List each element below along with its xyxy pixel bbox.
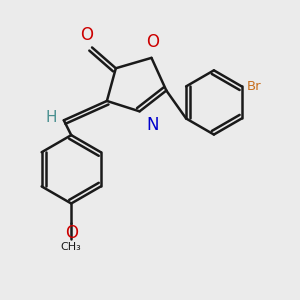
Text: N: N — [146, 116, 159, 134]
Text: CH₃: CH₃ — [61, 242, 82, 251]
Text: O: O — [65, 224, 78, 242]
Text: Br: Br — [247, 80, 261, 93]
Text: H: H — [46, 110, 57, 125]
Text: O: O — [146, 33, 159, 51]
Text: O: O — [80, 26, 93, 44]
